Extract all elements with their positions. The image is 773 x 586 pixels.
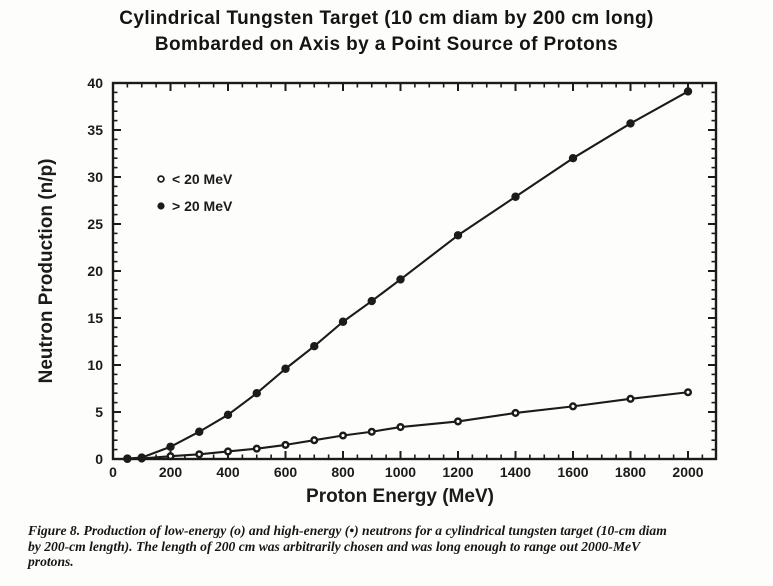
x-tick-label: 800 (331, 464, 355, 480)
caption-line: protons. (28, 554, 74, 569)
data-point-high-energy (166, 442, 175, 451)
y-tick-label: 40 (87, 75, 103, 91)
legend-filled-circle-icon (157, 202, 165, 210)
series-line-low-energy (127, 391, 689, 461)
data-point-low-energy (683, 388, 693, 397)
x-axis-label: Proton Energy (MeV) (306, 486, 494, 507)
y-tick-label: 30 (87, 169, 103, 185)
data-point-high-energy (281, 364, 290, 373)
legend-label: < 20 MeV (172, 171, 233, 187)
y-tick-label: 0 (95, 451, 103, 467)
data-point-high-energy (252, 389, 261, 398)
data-point-high-energy (137, 453, 146, 462)
data-point-low-energy (310, 436, 319, 445)
data-point-high-energy (195, 427, 204, 436)
x-tick-label: 2000 (672, 464, 703, 480)
data-point-low-energy (453, 417, 463, 426)
x-tick-label: 1600 (557, 464, 588, 480)
y-tick-label: 20 (87, 263, 103, 279)
x-tick-label: 1800 (615, 464, 646, 480)
y-tick-label: 25 (87, 216, 103, 232)
series-line-high-energy (127, 90, 689, 460)
data-point-high-energy (367, 296, 376, 306)
x-tick-label: 1200 (442, 464, 473, 480)
caption-line: Figure 8. Production of low-energy (o) a… (28, 523, 667, 538)
data-point-high-energy (626, 119, 635, 128)
figure-title-line2: Bombarded on Axis by a Point Source of P… (154, 34, 619, 55)
data-point-low-energy (252, 444, 261, 453)
x-tick-label: 600 (274, 464, 298, 480)
legend-open-circle-icon (157, 175, 165, 183)
x-tick-label: 1000 (385, 464, 416, 480)
caption-line: by 200-cm length). The length of 200 cm … (28, 538, 641, 554)
x-tick-label: 0 (109, 464, 117, 480)
y-tick-label: 35 (87, 122, 103, 138)
legend-label: > 20 MeV (172, 198, 233, 214)
y-tick-label: 10 (87, 357, 103, 373)
data-point-low-energy (281, 440, 290, 449)
y-tick-label: 5 (95, 404, 103, 420)
x-tick-label: 1400 (500, 464, 531, 480)
data-point-high-energy (338, 317, 348, 326)
data-point-high-energy (396, 275, 405, 284)
figure-title-line1: Cylindrical Tungsten Target (10 cm diam … (119, 8, 654, 29)
data-point-low-energy (568, 402, 578, 411)
data-point-high-energy (453, 231, 463, 240)
chart-svg: 0 200 400 600 800 1000 1200 1400 1600 1800 2000 0 5 1… (36, 75, 718, 507)
data-point-high-energy (568, 154, 578, 163)
data-point-low-energy (195, 450, 204, 459)
data-point-high-energy (683, 87, 693, 96)
figure-title: Cylindrical Tungsten Target (10 cm diam … (0, 6, 773, 58)
data-point-low-energy (166, 452, 175, 461)
data-point-low-energy (511, 408, 520, 417)
data-point-low-energy (626, 394, 635, 403)
data-point-high-energy (511, 192, 520, 201)
data-point-low-energy (367, 427, 376, 436)
data-point-low-energy (396, 422, 405, 432)
x-tick-label: 200 (159, 464, 183, 480)
plot-frame (111, 81, 718, 461)
data-point-high-energy (223, 410, 233, 420)
data-point-low-energy (338, 431, 348, 440)
x-tick-label: 400 (216, 464, 240, 480)
data-point-high-energy (123, 454, 132, 463)
data-point-low-energy (223, 447, 233, 456)
data-point-high-energy (310, 342, 319, 351)
figure-caption: Figure 8. Production of low-energy (o) a… (28, 523, 768, 570)
y-tick-label: 15 (87, 310, 103, 326)
y-axis-label: Neutron Production (n/p) (36, 159, 57, 384)
